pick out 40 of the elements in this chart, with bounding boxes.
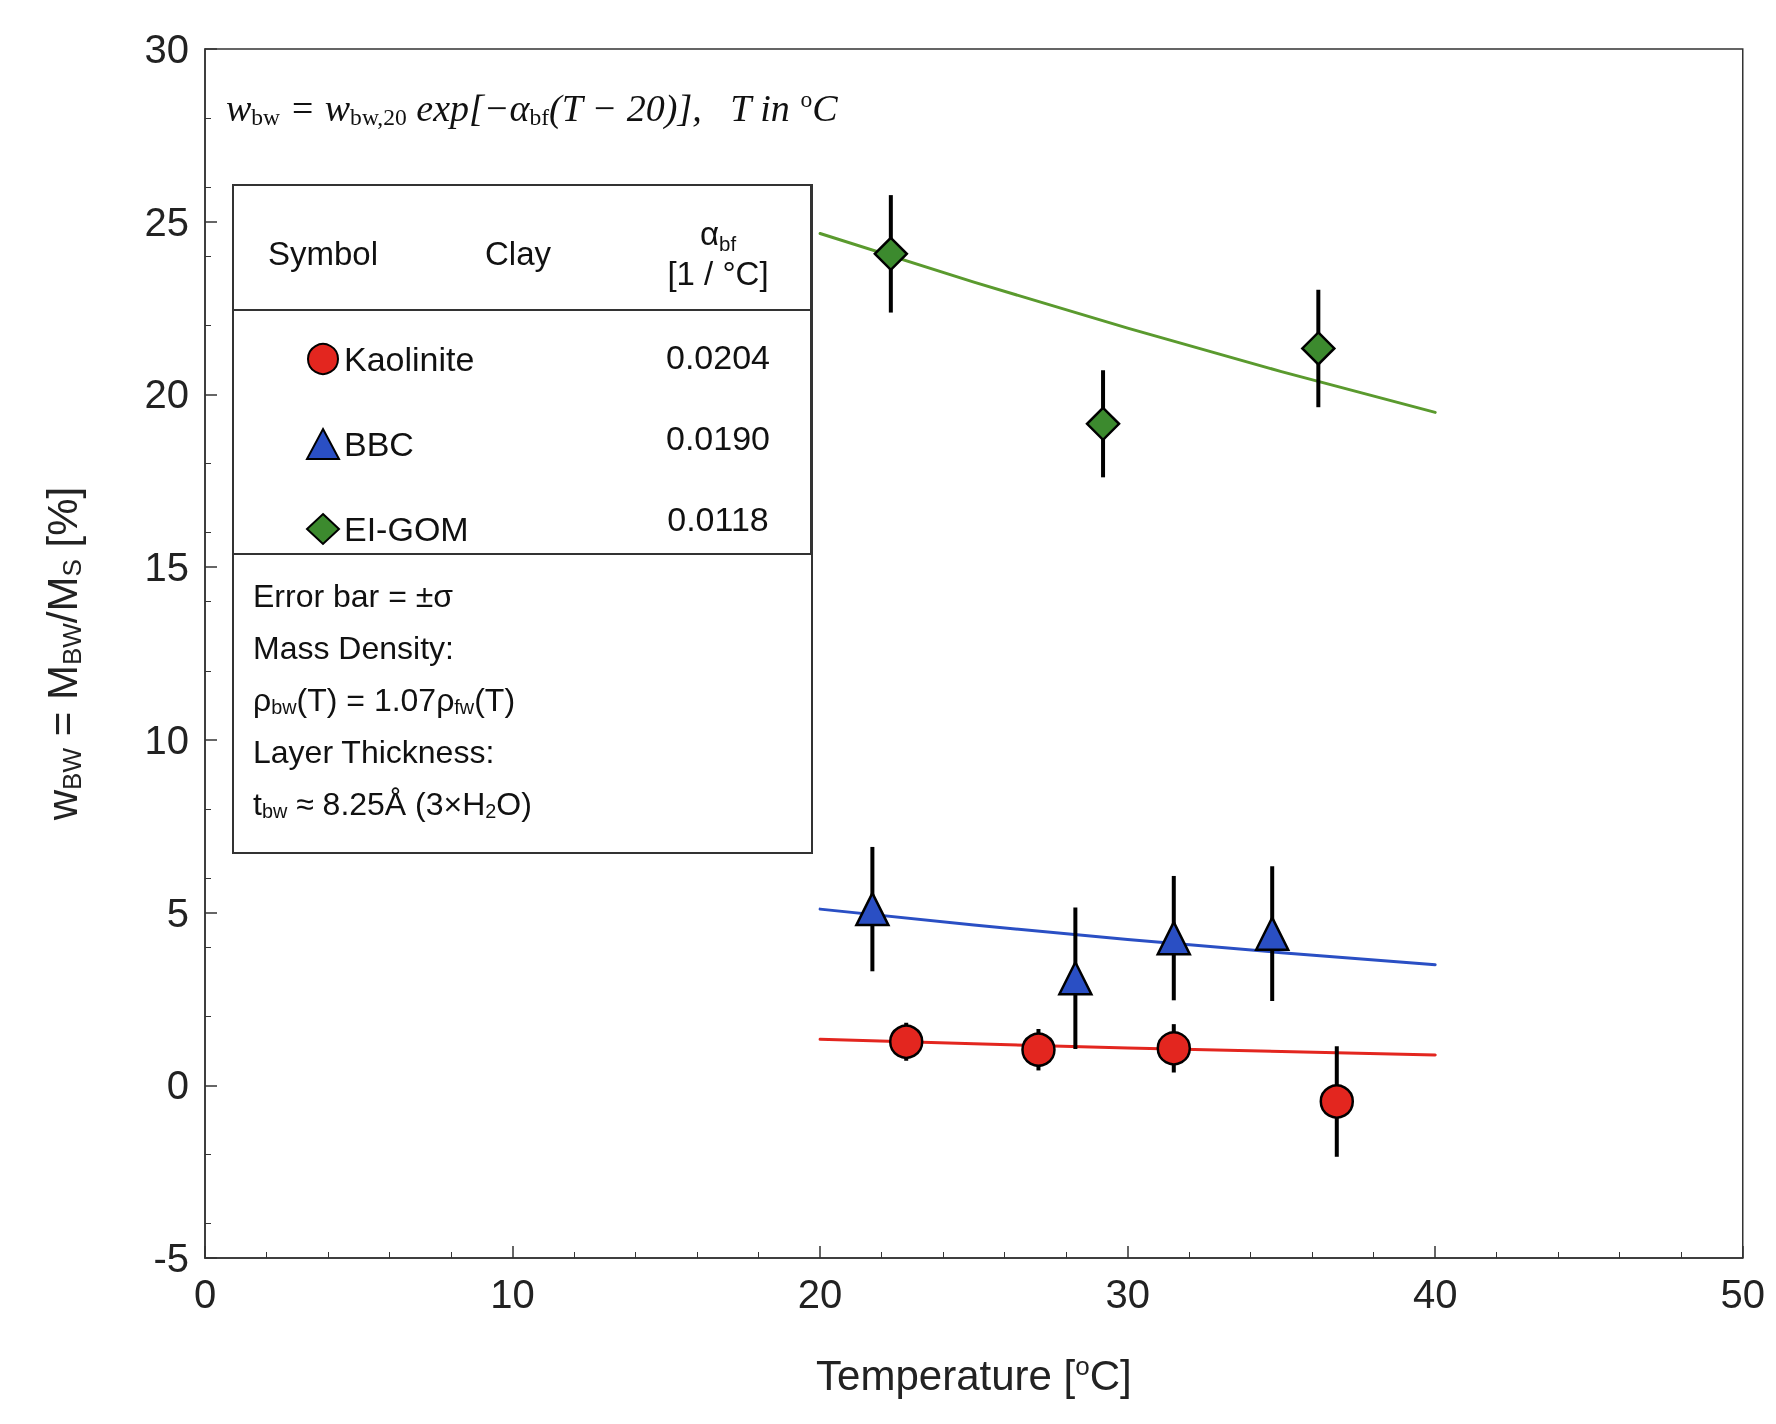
y-tick-label: 30	[144, 27, 189, 71]
x-tick-label: 50	[1720, 1272, 1765, 1316]
annotation: 0.0204	[666, 338, 770, 376]
annotation: tbw ≈ 8.25Å (3×H2O)	[253, 786, 532, 823]
point	[1085, 406, 1121, 442]
point	[1319, 1084, 1355, 1119]
legend-label: Kaolinite	[344, 340, 475, 378]
point	[873, 236, 909, 272]
point	[1254, 916, 1290, 951]
y-tick-label: 20	[144, 372, 189, 417]
point	[855, 891, 890, 927]
point	[889, 1024, 924, 1059]
annotation: ρbw(T) = 1.07ρfw(T)	[253, 682, 516, 719]
legend-label: BBC	[344, 425, 414, 463]
y-axis-title: wBW = MBW/MS [%]	[39, 486, 87, 822]
annotation: Clay	[484, 234, 552, 272]
y-tick-label: 5	[166, 890, 189, 935]
point	[1058, 960, 1093, 996]
point	[1156, 920, 1192, 956]
annotation: Layer Thickness:	[253, 734, 495, 770]
point	[1156, 1031, 1192, 1066]
point	[1021, 1032, 1056, 1067]
annotation: 0.0190	[666, 419, 770, 457]
x-tick-label: 10	[490, 1272, 535, 1316]
annotation: Error bar = ±σ	[253, 578, 454, 614]
annotation: 0.0118	[667, 500, 769, 538]
y-tick-label: 15	[144, 545, 189, 590]
y-tick-label: 10	[144, 717, 189, 762]
annotation: Symbol	[267, 234, 379, 272]
y-tick-label: 25	[144, 199, 189, 244]
line-series	[818, 231, 1437, 414]
legend-label: EI-GOM	[344, 510, 469, 548]
point	[1301, 331, 1336, 366]
x-tick-label: 20	[797, 1272, 843, 1316]
y-tick-label: -5	[153, 1236, 189, 1280]
x-tick-label: 0	[193, 1272, 217, 1316]
annotation: Mass Density:	[253, 630, 454, 666]
x-tick-label: 30	[1105, 1272, 1150, 1316]
x-tick-label: 40	[1412, 1272, 1458, 1316]
y-tick-label: 0	[166, 1063, 189, 1108]
